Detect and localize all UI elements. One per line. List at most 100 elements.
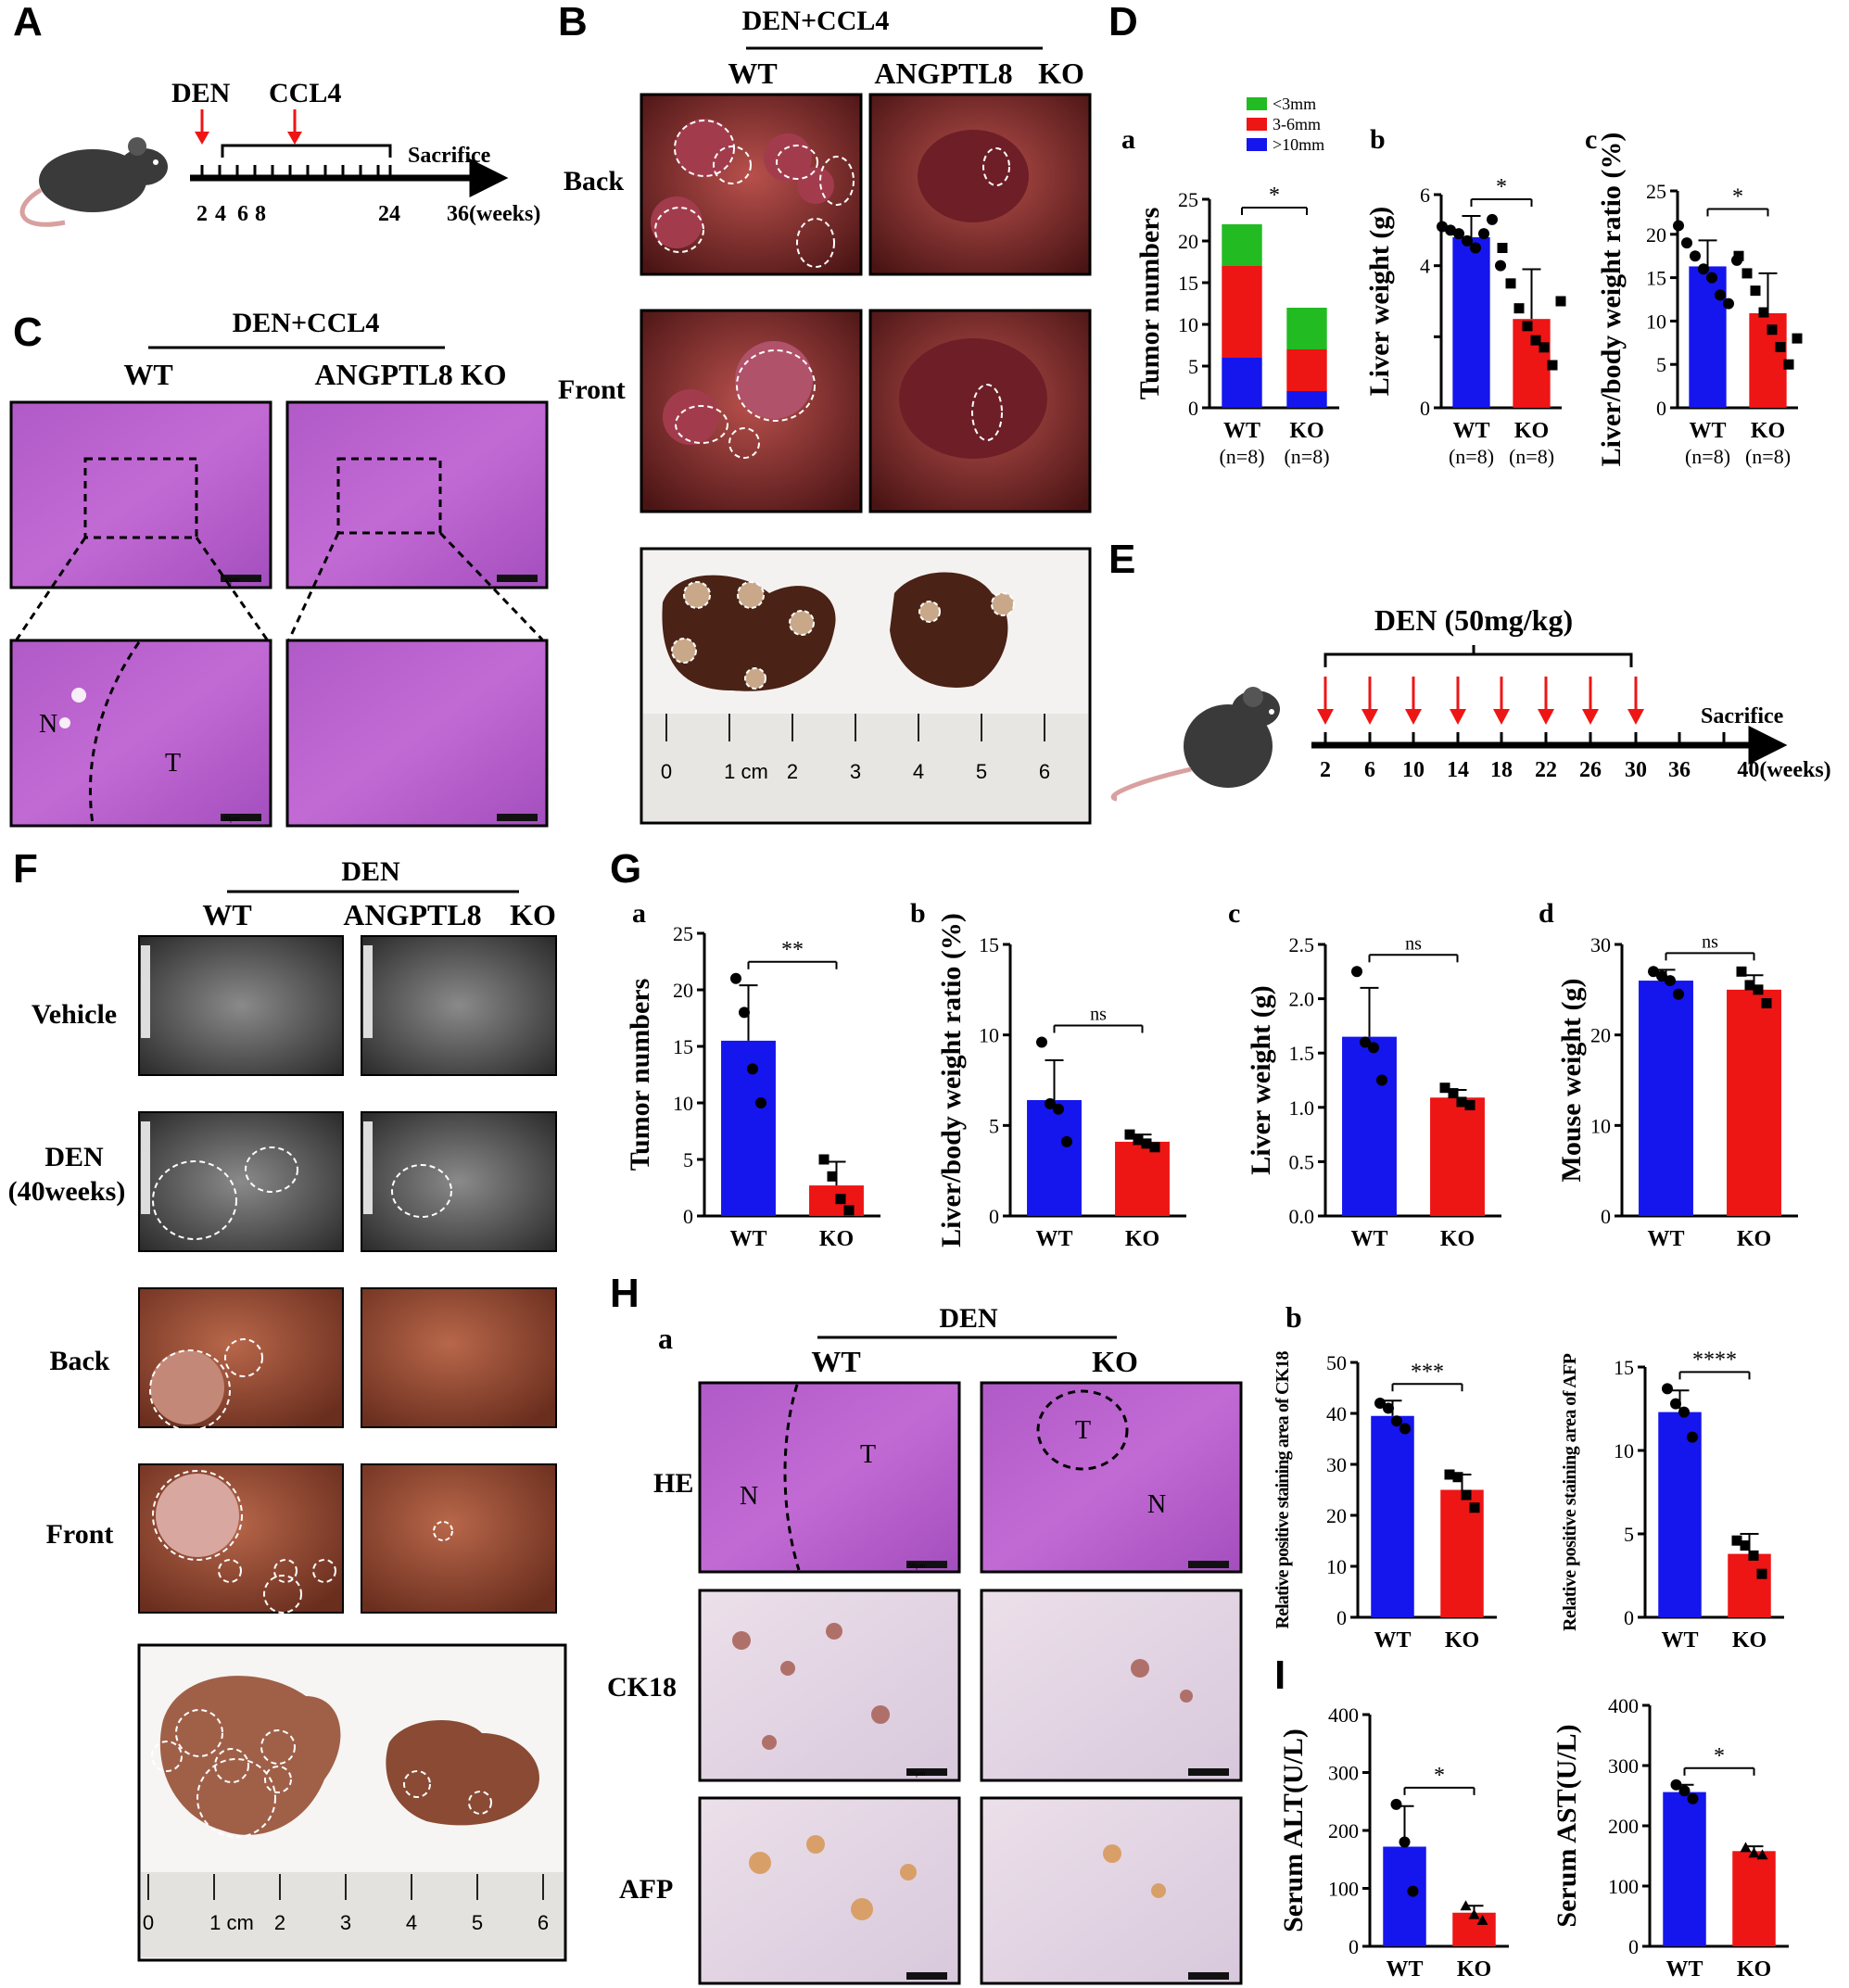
sig-label: ns [1090,1004,1107,1024]
data-point [1740,1842,1752,1853]
legend-label: <3mm [1273,95,1316,113]
y-tick-label: 0 [1628,1935,1639,1958]
c-scale-top-wt: 50μm [222,576,240,584]
data-point [1555,296,1566,307]
x-tick-label: KO [1737,1957,1771,1982]
y-axis-label: Relative positive staining area of CK18 [1273,1351,1293,1629]
panel-letter-C: C [13,310,43,355]
data-point [1476,1914,1488,1925]
h-ck18-ko [980,1589,1243,1782]
data-point [1460,1900,1472,1911]
chart-i-ast: 0 100 200 300 400 WT KO * Serum AST(U/L) [1551,1694,1789,1982]
data-point [1383,1402,1394,1414]
f-ruler-ticks [147,1874,544,1900]
data-point [1792,333,1803,344]
b-photo-livers [640,547,1092,825]
y-tick-label: 0 [1420,397,1430,420]
sig-label: **** [1692,1348,1737,1372]
data-point [1656,970,1667,982]
dose-arrowhead [1493,709,1510,725]
timeline-label: 22 [1535,758,1557,782]
stack-segment [1222,358,1262,408]
n-label: (n=8) [1745,445,1791,468]
sub-panel-letter: a [1121,124,1135,155]
x-tick-label: WT [1647,1227,1684,1251]
y-tick-label: 0 [1349,1935,1359,1958]
den-label-a: DEN [171,78,231,108]
panel-letter-H: H [610,1271,640,1316]
y-tick-label: 0 [1656,397,1666,420]
data-point [1513,303,1525,314]
bar [1371,1415,1414,1617]
y-tick-label: 20 [673,979,693,1002]
y-axis-label: Liver/body weight ratio (%) [1596,133,1627,467]
x-tick-label: WT [1223,419,1260,443]
x-tick-label: WT [729,1227,766,1251]
y-tick-label: 10 [673,1092,693,1115]
data-point [1061,1135,1072,1147]
data-point [1530,335,1541,346]
bar [1732,1851,1776,1946]
y-tick-label: 0 [1336,1606,1347,1629]
data-point [835,1194,846,1205]
x-tick-label: KO [1751,419,1785,443]
h-row-afp: AFP [619,1874,673,1905]
y-tick-label: 20 [1326,1504,1347,1527]
y-axis-label: Liver weight (g) [1246,985,1276,1174]
data-point [1045,1097,1056,1109]
data-point [1469,1502,1480,1513]
dose-arrowhead [1627,709,1644,725]
f-ultrasound-wt-den [138,1111,344,1252]
data-point [1775,341,1786,352]
f-ruler-6: 6 [538,1911,549,1934]
y-tick-label: 400 [1328,1703,1359,1727]
data-point [1744,980,1755,991]
dose-arrowhead [1317,709,1334,725]
x-tick-label: WT [1035,1227,1072,1251]
f-photo-ko-front [361,1463,557,1614]
legend-swatch [1247,97,1267,110]
data-point [1736,966,1747,977]
y-tick-label: 5 [1656,353,1666,376]
c-histology-wt-low [9,400,272,589]
data-point [1662,1383,1673,1395]
data-point [1522,321,1533,332]
y-tick-label: 50 [1326,1351,1347,1374]
h-label-N-wt: N [740,1482,758,1511]
mouse-illustration-e [1110,687,1280,802]
data-point [818,1154,830,1165]
timeline-label: 40(weeks) [1737,758,1830,782]
e-tick-labels: 2 6 10 14 18 22 26 30 36 40(weeks) [1320,758,1831,782]
data-point [1665,975,1676,987]
sacrifice-label-a: Sacrifice [408,144,491,168]
stack-segment [1286,308,1327,349]
sig-label: * [1269,184,1280,208]
y-tick-label: 400 [1608,1694,1639,1717]
dose-arrowhead [1361,709,1378,725]
f-row-front: Front [46,1519,114,1550]
y-tick-label: 0 [1624,1606,1634,1629]
stack-segment [1286,349,1327,391]
y-tick-label: 30 [1590,933,1611,956]
y-axis-label: Serum ALT(U/L) [1278,1728,1309,1932]
bar [1430,1097,1485,1216]
b-photo-wt-front [640,309,863,513]
data-point [1407,1885,1419,1897]
tick-a-3: 8 [255,202,266,226]
y-tick-label: 1.5 [1289,1042,1315,1065]
data-point [1761,997,1772,1008]
y-tick-label: 0 [989,1205,999,1228]
y-tick-label: 10 [1178,313,1198,336]
f-photo-wt-back [138,1287,344,1431]
x-tick-label: WT [1386,1957,1423,1982]
h-afp-wt [698,1796,961,1985]
x-tick-label: KO [1514,419,1549,443]
sig-label: ns [1405,933,1422,954]
data-point [1360,1036,1371,1048]
data-point [1445,224,1456,236]
f-photo-wt-front [138,1463,344,1614]
data-point [1783,359,1794,370]
data-point [1448,1088,1459,1099]
x-tick-label: WT [1374,1628,1411,1652]
f-ruler-0: 0 [143,1911,154,1934]
